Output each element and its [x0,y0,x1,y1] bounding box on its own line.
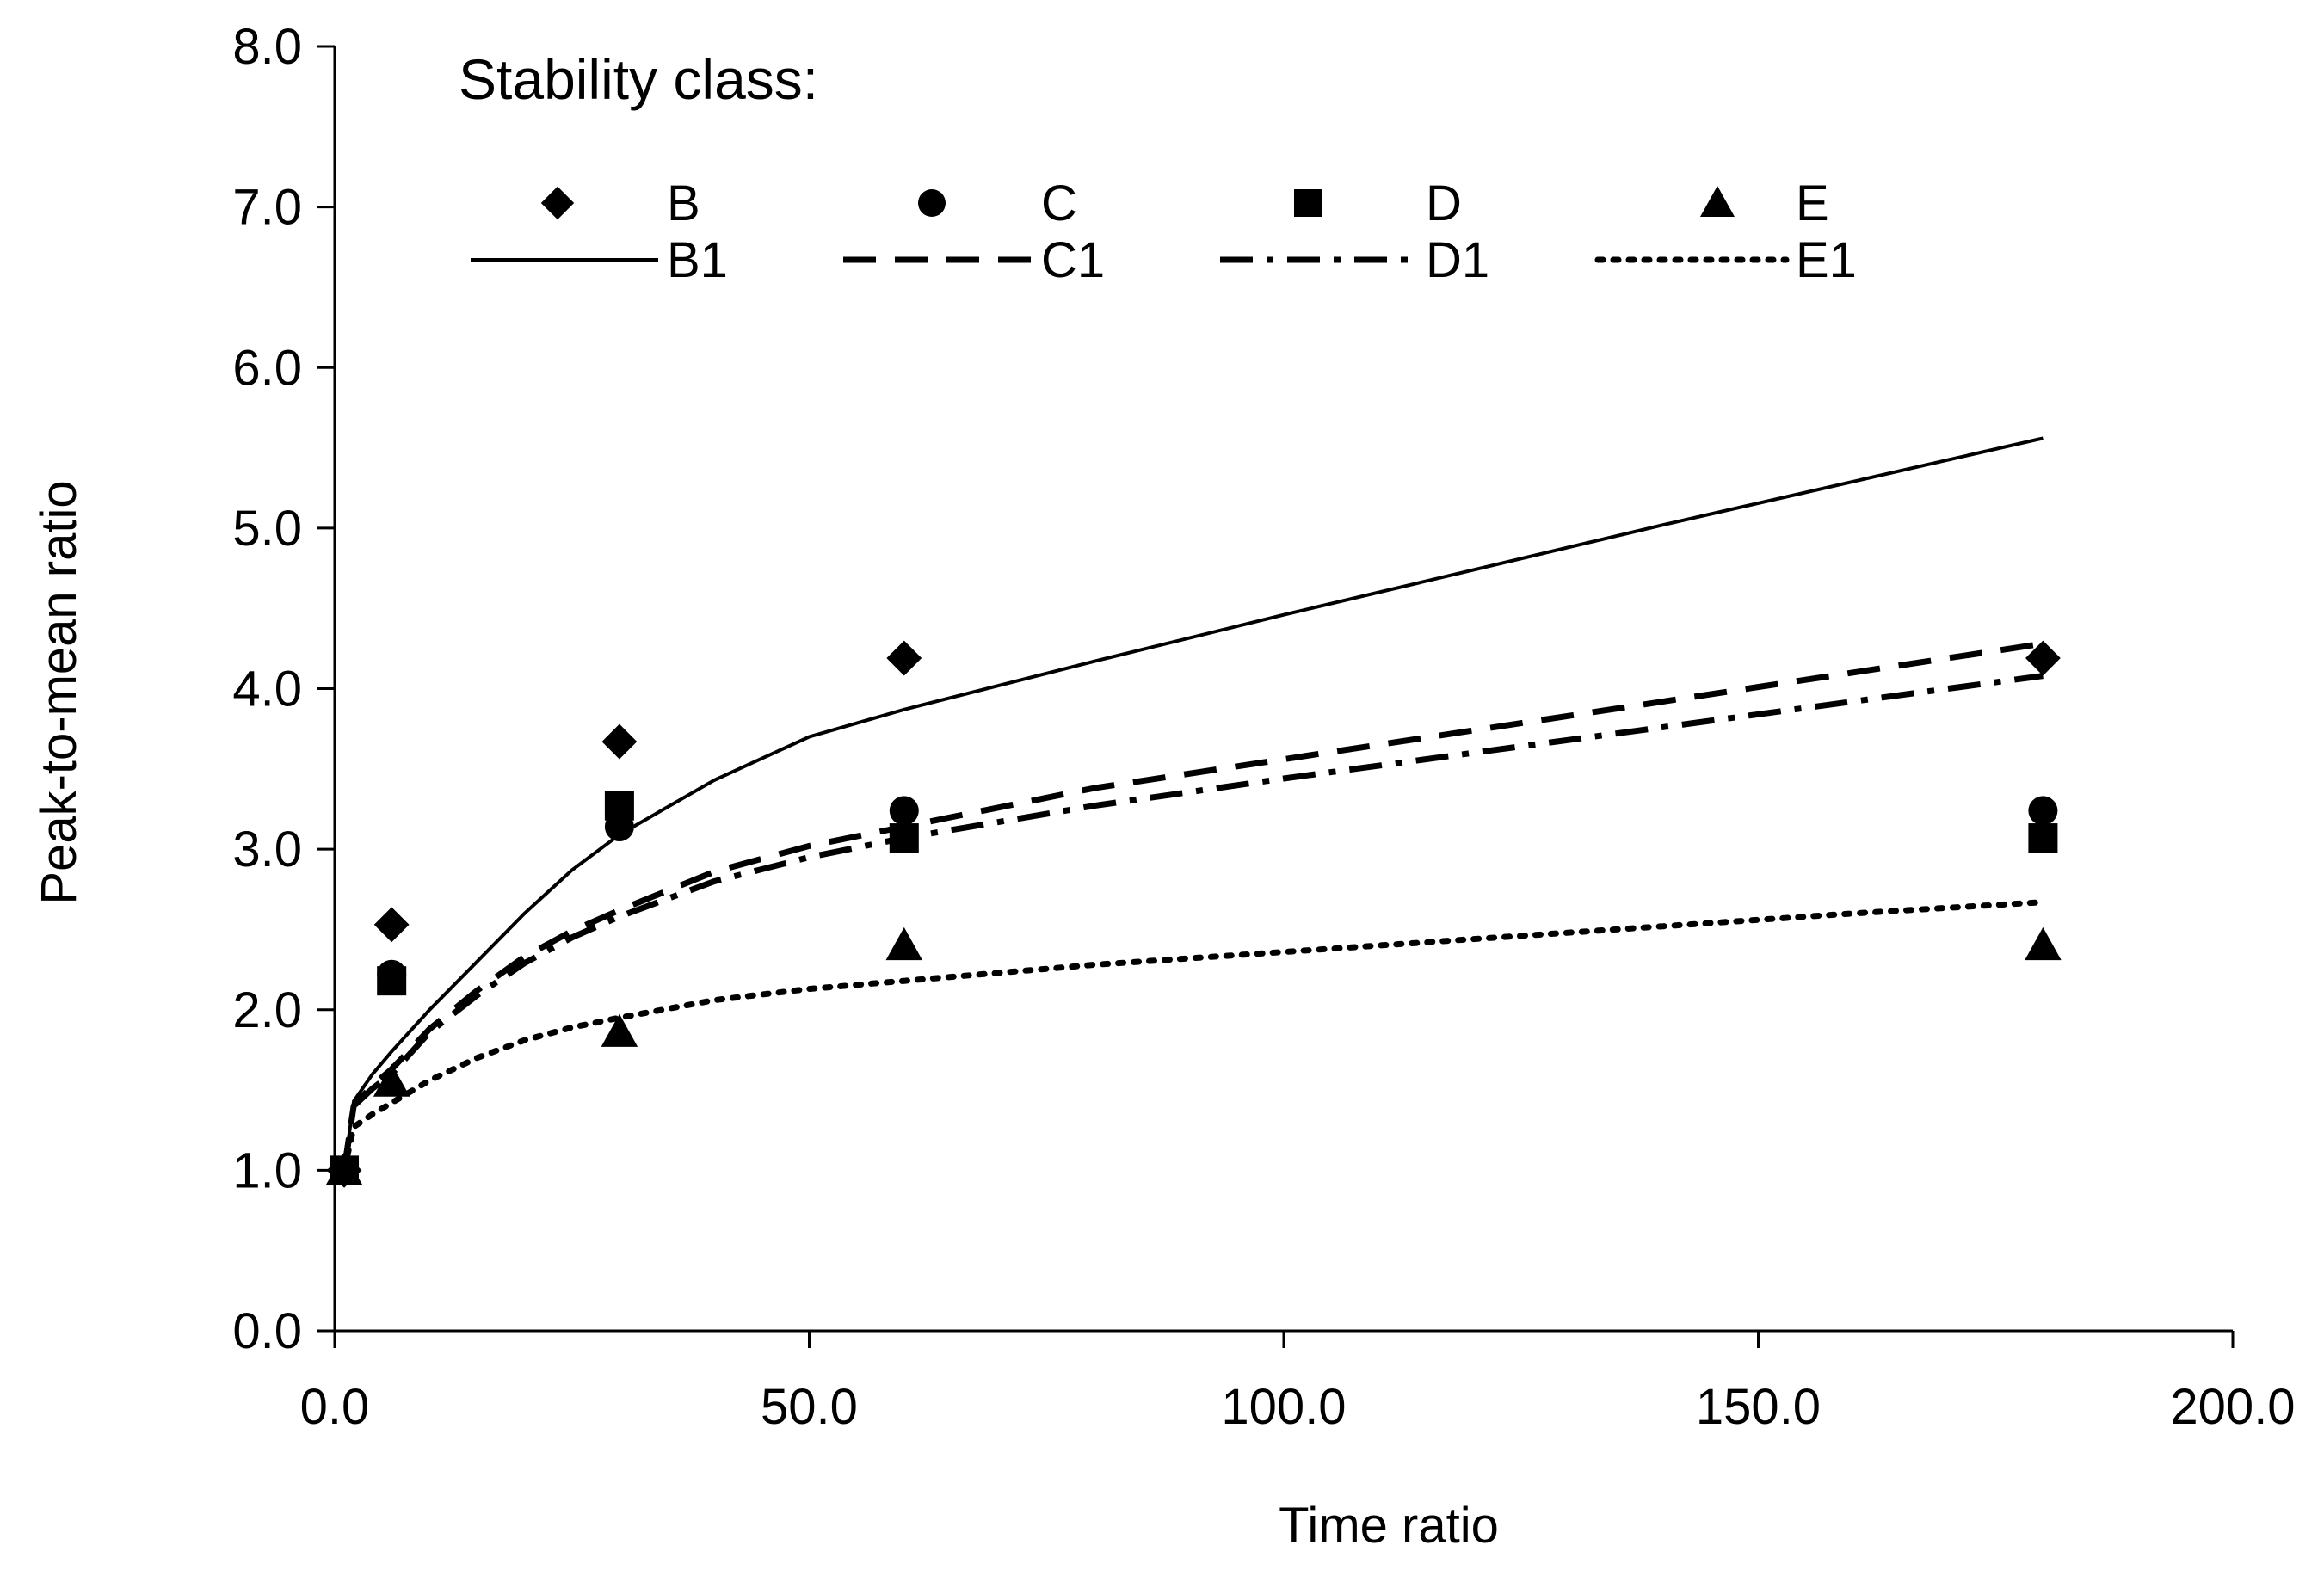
y-tick-label: 0.0 [232,1303,302,1359]
y-tick-label: 2.0 [232,982,302,1038]
legend-label-c1: C1 [1041,232,1105,288]
legend-label-c: C [1041,175,1077,231]
data-point-b [886,640,922,676]
y-axis-title: Peak-to-mean ratio [31,480,87,904]
legend-title: Stability class: [459,47,818,111]
data-point-d [2028,823,2058,853]
data-point-d [377,966,407,996]
y-tick-label: 4.0 [232,662,302,717]
legend-label-e1: E1 [1796,232,1857,288]
series-points-e [325,926,2062,1185]
axes: 0.0 1.0 2.0 3.0 4.0 5.0 6.0 7.0 8.0 0.0 50.0 100.0 1… [232,19,2295,1435]
legend-marker-c [918,189,946,217]
data-point-e [325,1152,363,1185]
legend-item-e: E [1700,175,1829,231]
series-points-c [330,796,2058,1185]
legend-marker-e [1700,186,1735,217]
series-line-e1 [341,899,2046,1173]
y-tick-label: 1.0 [232,1142,302,1198]
series-line-c1 [341,640,2044,1171]
data-point-e [601,1013,638,1047]
data-point-d [889,823,919,853]
data-point-b [2025,640,2061,676]
legend-item-d1: D1 [1220,232,1489,288]
legend-item-d: D [1294,175,1462,231]
legend-item-c: C [918,175,1077,231]
series-layer [325,436,2062,1188]
legend-marker-d [1294,189,1322,217]
data-point-b [373,907,410,943]
data-point-e [373,1063,410,1097]
x-tick-label: 150.0 [1696,1379,1821,1435]
series-points-d [330,791,2058,1185]
legend-item-b1: B1 [471,232,728,288]
legend-item-e1: E1 [1594,232,1857,288]
y-tick-label: 8.0 [232,19,302,75]
legend-item-b: B [540,175,700,231]
series-line-b1 [342,436,2044,1171]
y-tick-label: 6.0 [232,340,302,396]
legend-label-e: E [1796,175,1829,231]
data-point-e [2025,926,2062,961]
legend-label-d: D [1426,175,1462,231]
x-tick-label: 100.0 [1221,1379,1346,1435]
y-tick-label: 5.0 [232,501,302,557]
data-point-c [889,796,919,826]
x-axis-title: Time ratio [1279,1498,1499,1554]
legend-label-d1: D1 [1426,232,1489,288]
data-point-e [885,926,923,961]
series-line-d1 [341,673,2044,1171]
x-tick-label: 50.0 [761,1379,858,1435]
legend-label-b: B [667,175,700,231]
data-point-b [601,723,638,760]
legend: Stability class: B C D E B1 C1 D1 E1 [459,47,1857,288]
legend-label-b1: B1 [667,232,728,288]
data-point-d [604,791,634,821]
data-point-c [2028,796,2058,826]
x-tick-label: 0.0 [300,1379,370,1435]
legend-item-c1: C1 [843,232,1105,288]
legend-marker-b [540,186,575,220]
y-tick-label: 3.0 [232,822,302,877]
x-tick-label: 200.0 [2170,1379,2295,1435]
y-tick-label: 7.0 [232,180,302,236]
